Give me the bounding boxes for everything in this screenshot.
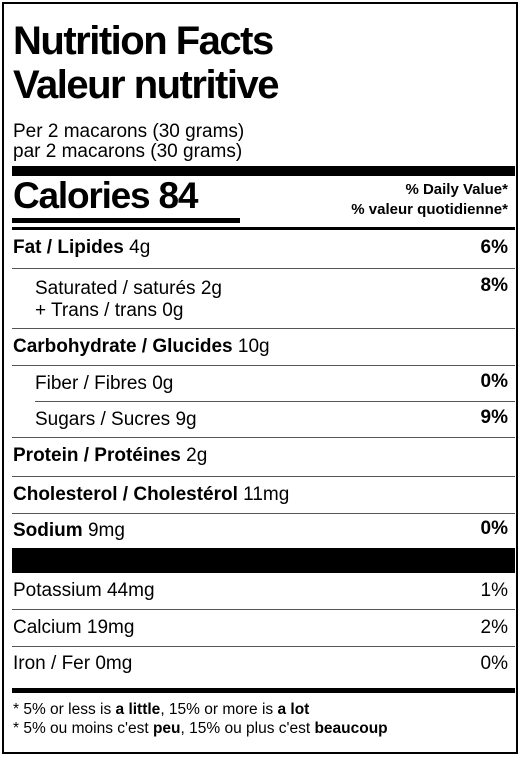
footnote-en-text: * 5% or less is bbox=[13, 701, 116, 718]
footnote-fr-little: peu bbox=[152, 720, 181, 737]
footnote-fr-lot: beaucoup bbox=[314, 720, 388, 737]
fiber-label: Fiber / Fibres bbox=[35, 373, 147, 394]
thick-divider bbox=[12, 166, 515, 176]
fiber-dv: 0% bbox=[480, 371, 508, 392]
footnote-divider bbox=[12, 688, 515, 693]
potassium-amount: 44mg bbox=[106, 580, 155, 601]
potassium-label: Potassium bbox=[13, 580, 102, 601]
footnote-en-little: a little bbox=[115, 701, 161, 718]
calories-value: 84 bbox=[158, 175, 199, 216]
row-divider bbox=[35, 401, 515, 402]
footnote-en-text: , 15% or more is bbox=[160, 701, 278, 718]
potassium-dv: 1% bbox=[480, 580, 508, 601]
saturated-label: Saturated / saturés bbox=[35, 278, 196, 299]
iron-amount: 0mg bbox=[95, 653, 133, 674]
sugars-row: Sugars / Sucres 9g bbox=[35, 409, 197, 431]
row-divider bbox=[12, 476, 515, 477]
protein-label: Protein / Protéines bbox=[13, 445, 181, 466]
calories-underline bbox=[12, 218, 240, 223]
fiber-row: Fiber / Fibres 0g bbox=[35, 373, 173, 395]
sodium-label: Sodium bbox=[13, 520, 83, 541]
trans-amount: 0g bbox=[162, 300, 184, 321]
nutrition-facts-label: Nutrition Facts Valeur nutritive Per 2 m… bbox=[2, 2, 518, 754]
potassium-row: Potassium 44mg bbox=[13, 580, 155, 602]
footnote-french: * 5% ou moins c'est peu, 15% ou plus c'e… bbox=[13, 719, 388, 738]
thick-divider bbox=[12, 548, 515, 573]
protein-row: Protein / Protéines 2g bbox=[13, 445, 207, 467]
calories-label: Calories bbox=[13, 175, 151, 216]
cholesterol-label: Cholesterol / Cholestérol bbox=[13, 484, 238, 505]
sugars-label: Sugars / Sucres bbox=[35, 409, 171, 430]
saturated-amount: 2g bbox=[200, 278, 222, 299]
row-divider bbox=[12, 365, 515, 366]
sodium-dv: 0% bbox=[480, 518, 508, 539]
calories-row: Calories 84 bbox=[13, 175, 199, 217]
title-french: Valeur nutritive bbox=[13, 63, 279, 107]
iron-label: Iron / Fer bbox=[13, 653, 91, 674]
trans-row: + Trans / trans 0g bbox=[35, 300, 183, 322]
footnote-en-lot: a lot bbox=[277, 701, 310, 718]
calcium-row: Calcium 19mg bbox=[13, 617, 134, 639]
calcium-dv: 2% bbox=[480, 617, 508, 638]
footnote-fr-text: * 5% ou moins c'est bbox=[13, 720, 153, 737]
daily-value-header-french: % valeur quotidienne* bbox=[351, 201, 508, 218]
footnote-fr-text: , 15% ou plus c'est bbox=[180, 720, 315, 737]
iron-row: Iron / Fer 0mg bbox=[13, 653, 132, 675]
row-divider bbox=[12, 437, 515, 438]
row-divider bbox=[12, 513, 515, 514]
row-divider bbox=[12, 268, 515, 269]
fat-label: Fat / Lipides bbox=[13, 237, 124, 258]
fiber-amount: 0g bbox=[152, 373, 174, 394]
row-divider bbox=[12, 609, 515, 610]
carbohydrate-label: Carbohydrate / Glucides bbox=[13, 336, 233, 357]
sugars-amount: 9g bbox=[175, 409, 197, 430]
calcium-amount: 19mg bbox=[86, 617, 135, 638]
fat-row: Fat / Lipides 4g bbox=[13, 237, 150, 259]
row-divider bbox=[12, 646, 515, 647]
row-divider bbox=[12, 328, 515, 329]
sodium-amount: 9mg bbox=[87, 520, 125, 541]
saturated-row: Saturated / saturés 2g bbox=[35, 278, 222, 300]
sodium-row: Sodium 9mg bbox=[13, 520, 125, 542]
calcium-label: Calcium bbox=[13, 617, 82, 638]
fat-amount: 4g bbox=[129, 237, 151, 258]
footnote-english: * 5% or less is a little, 15% or more is… bbox=[13, 700, 309, 719]
iron-dv: 0% bbox=[480, 653, 508, 674]
serving-size-french: par 2 macarons (30 grams) bbox=[13, 141, 243, 162]
cholesterol-row: Cholesterol / Cholestérol 11mg bbox=[13, 484, 289, 506]
protein-amount: 2g bbox=[186, 445, 208, 466]
daily-value-header: % Daily Value* % valeur quotidienne* bbox=[351, 180, 508, 220]
header-divider bbox=[12, 227, 515, 230]
carbohydrate-amount: 10g bbox=[237, 336, 270, 357]
fat-dv: 6% bbox=[480, 237, 508, 258]
saturated-trans-dv: 8% bbox=[480, 275, 508, 296]
title-english: Nutrition Facts bbox=[13, 19, 274, 63]
serving-size-english: Per 2 macarons (30 grams) bbox=[13, 121, 245, 142]
cholesterol-amount: 11mg bbox=[243, 484, 290, 505]
trans-label: + Trans / trans bbox=[35, 300, 157, 321]
sugars-dv: 9% bbox=[480, 407, 508, 428]
daily-value-header-english: % Daily Value* bbox=[405, 181, 508, 198]
carbohydrate-row: Carbohydrate / Glucides 10g bbox=[13, 336, 270, 358]
